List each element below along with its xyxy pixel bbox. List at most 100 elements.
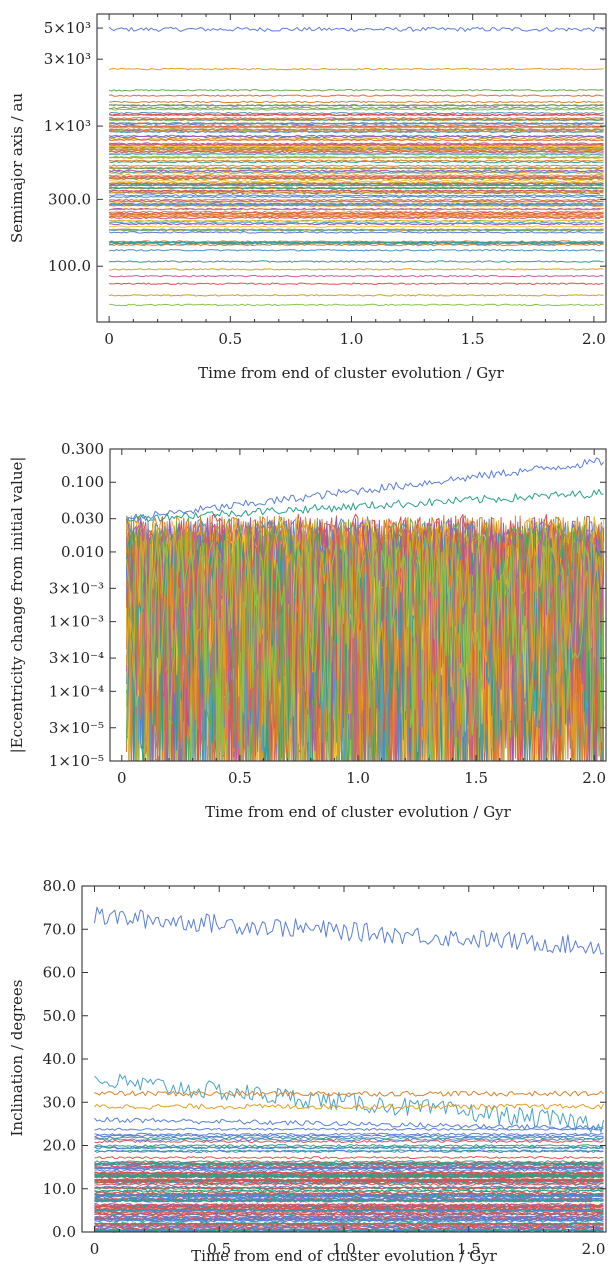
semimajor-series-line [108,213,604,216]
semimajor-series-line [109,94,604,97]
inclination-series-line [94,1208,604,1212]
eccentricity-x-axis-label: Time from end of cluster evolution / Gyr [205,803,511,821]
inclination-series-line [94,1175,604,1179]
semimajor-series-line [109,198,604,202]
semimajor-series-line [108,111,604,115]
semimajor-series-line [109,243,604,247]
inclination-series-line [94,1144,604,1148]
semimajor-series-line [108,240,604,243]
inclination-series-line [94,1186,604,1190]
inclination-series-line [94,1127,604,1131]
y-tick-label: 40.0 [43,1050,76,1068]
semimajor-series-line [109,260,604,263]
semimajor-series-line [108,294,604,297]
inclination-series-line [94,1199,604,1203]
inclination-series-group [94,906,604,1233]
x-tick-label: 2.0 [582,769,606,787]
y-tick-label: 3×10⁻⁵ [49,719,104,737]
inclination-series-line [94,1199,604,1203]
inclination-notable-series-line [94,1116,604,1131]
inclination-series-line [94,1217,604,1221]
semimajor-series-line [109,128,604,131]
x-tick-label: 0 [117,769,127,787]
y-tick-label: 80.0 [43,877,76,895]
inclination-series-line [94,1222,604,1226]
inclination-series-line [94,1224,604,1228]
inclination-series-line [94,1210,604,1214]
x-tick-label: 2.0 [582,1240,606,1258]
semimajor-series-line [109,208,604,211]
inclination-series-line [94,1211,604,1215]
x-tick-label: 1.5 [461,330,485,348]
semimajor-series-line [109,117,604,120]
inclination-series-line [94,1138,604,1142]
semimajor-series-line [108,186,604,190]
semimajor-series-line [109,184,604,187]
inclination-ticks: 0 0.5 1.0 1.5 2.0 0.0 10.0 20.0 30.0 40.0 50.0 60.0… [43,877,606,1258]
semimajor-series-line [108,221,604,225]
semimajor-series-line [109,106,604,110]
semimajor-series-line [108,169,604,172]
y-tick-label: 30.0 [43,1093,76,1111]
x-tick-label: 1.5 [457,1240,481,1258]
y-tick-label: 3×10⁻⁴ [49,649,104,667]
semimajor-series-line [108,145,604,148]
semimajor-series-line [108,195,604,199]
y-tick-label: 1×10⁻³ [49,613,104,631]
inclination-series-line [94,1197,604,1201]
semimajor-series-line [108,212,604,215]
inclination-series-line [94,1146,604,1150]
x-tick-label: 0 [90,1240,100,1258]
eccentricity-panel: 0 0.5 1.0 1.5 2.0 1×10⁻⁵ 3×10⁻⁵ 1×10⁻⁴ 3×10⁻⁴ 1×1… [8,440,607,821]
inclination-series-line [94,1149,604,1153]
x-tick-label: 0 [104,330,114,348]
eccentricity-notable-series-line [126,488,604,522]
inclination-series-line [94,1181,604,1185]
semimajor-series-line [109,166,604,170]
semimajor-series-line [108,89,604,92]
x-tick-label: 1.0 [346,769,370,787]
semimajor-series-line [109,189,604,192]
semimajor-series-line [109,152,604,155]
y-tick-label: 1×10³ [44,117,91,135]
y-tick-label: 70.0 [43,920,76,938]
eccentricity-ticks: 0 0.5 1.0 1.5 2.0 1×10⁻⁵ 3×10⁻⁵ 1×10⁻⁴ 3×10⁻⁴ 1×1… [49,440,606,787]
y-tick-label: 100.0 [48,257,91,275]
semimajor-ticks: 0 0.5 1.0 1.5 2.0 100.0 300.0 1×10³ 3×10³ 5×10³ [44,14,606,348]
inclination-series-line [94,1160,604,1164]
inclination-series-line [94,1162,604,1166]
semimajor-series-line [109,130,604,133]
semimajor-series-line [108,174,604,177]
inclination-series-line [94,1212,604,1216]
semimajor-series-line [109,147,604,150]
semimajor-series-line [109,118,604,121]
semimajor-axis-panel: 0 0.5 1.0 1.5 2.0 100.0 300.0 1×10³ 3×10³ 5×10³ T… [8,13,607,382]
inclination-series-line [94,1202,604,1206]
inclination-y-axis-label: Inclination / degrees [8,980,26,1137]
semimajor-series-line [108,200,604,203]
inclination-series-line [94,1134,604,1138]
semimajor-series-line [109,149,604,153]
inclination-series-line [94,1171,604,1175]
semimajor-series-line [109,179,604,183]
semimajor-series-line [109,203,604,207]
inclination-series-line [94,1136,604,1140]
semimajor-series-line [109,242,604,245]
semimajor-series-line [109,104,604,107]
eccentricity-notable-series-line [126,457,604,523]
x-tick-label: 2.0 [582,330,606,348]
inclination-panel: 0 0.5 1.0 1.5 2.0 0.0 10.0 20.0 30.0 40.0 50.0 60.0… [8,877,607,1265]
inclination-notable-series-line [94,1090,604,1097]
inclination-series-line [94,1132,604,1136]
inclination-notable-series-line [94,1073,604,1133]
inclination-series-line [94,1193,604,1198]
semimajor-series-line [108,274,604,278]
semimajor-series-line [109,210,604,214]
y-tick-label: 10.0 [43,1180,76,1198]
semimajor-series-line [109,222,604,226]
semimajor-series-group [108,26,604,307]
semimajor-series-line [109,303,604,307]
semimajor-series-line [109,122,604,125]
semimajor-series-line [109,190,604,193]
